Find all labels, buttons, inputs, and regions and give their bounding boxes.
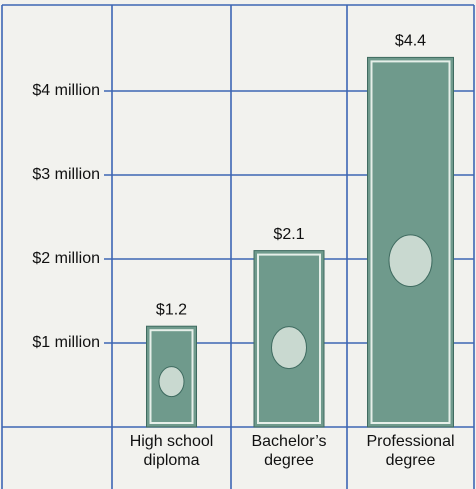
value-label: $2.1 — [273, 226, 304, 243]
x-tick-label: Professional degree — [366, 433, 455, 469]
y-tick-label: $2 million — [32, 250, 100, 267]
y-tick-label: $1 million — [32, 334, 100, 351]
bill-portrait — [158, 366, 185, 398]
bill-inner — [149, 329, 194, 425]
x-tick-label: Bachelor’s degree — [251, 433, 327, 469]
value-label: $1.2 — [156, 301, 187, 318]
x-tick-label: High school diploma — [129, 433, 214, 469]
bill-inner — [257, 253, 321, 424]
y-tick-label: $4 million — [32, 82, 100, 99]
y-tick-label: $3 million — [32, 166, 100, 183]
bill-inner — [370, 60, 451, 425]
value-label: $4.4 — [395, 33, 426, 50]
bill-portrait — [388, 234, 433, 287]
bill-portrait — [271, 326, 307, 370]
